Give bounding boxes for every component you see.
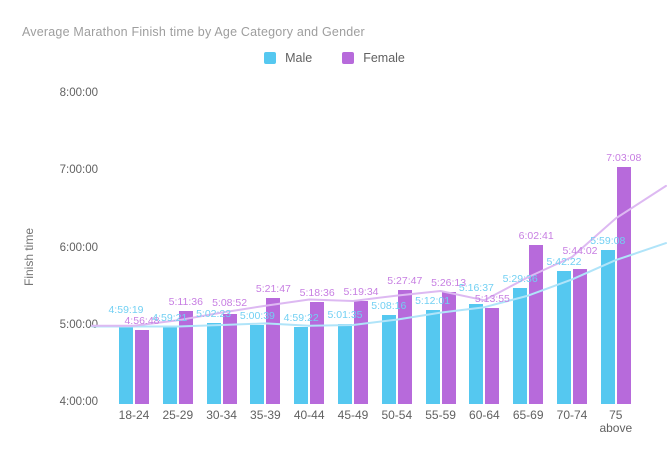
legend-item-female[interactable]: Female (342, 51, 405, 65)
bar-male-25-29[interactable] (162, 326, 177, 404)
bar-male-50-54[interactable] (381, 315, 396, 404)
x-tick-label: 65-69 (512, 408, 544, 422)
value-label-male-70-74: 5:42:22 (546, 256, 582, 269)
x-tick-label: 30-34 (206, 408, 237, 422)
y-tick-label: 4:00:00 (59, 396, 98, 408)
bar-male-40-44[interactable] (294, 326, 309, 404)
bar-male-60-64[interactable] (469, 304, 484, 404)
y-tick-label: 6:00:00 (59, 241, 98, 254)
y-tick-label: 5:00:00 (59, 318, 98, 331)
value-label-male-55-59: 5:12:01 (415, 295, 451, 308)
bar-male-65-69[interactable] (513, 287, 528, 404)
legend-label-female: Female (363, 51, 405, 65)
value-label-female-65-69: 6:02:41 (518, 230, 554, 243)
chart-legend: Male Female (0, 50, 669, 66)
bar-male-75-above[interactable] (600, 249, 615, 404)
value-label-female-60-64: 5:13:55 (474, 292, 510, 305)
x-tick-label: 25-29 (162, 408, 194, 422)
bar-female-55-59[interactable] (441, 291, 456, 404)
bar-male-55-59[interactable] (425, 310, 440, 404)
x-tick-label: 45-49 (337, 408, 369, 422)
value-label-female-30-34: 5:08:52 (212, 296, 248, 309)
bar-male-18-24[interactable] (119, 326, 133, 404)
value-label-male-75-above: 5:59:08 (590, 234, 626, 247)
y-tick-label: 7:00:00 (59, 164, 98, 177)
bar-male-70-74[interactable] (557, 271, 571, 404)
bar-female-30-34[interactable] (222, 314, 237, 404)
value-label-male-65-69: 5:29:36 (502, 272, 538, 285)
male-series-swatch (264, 52, 277, 64)
value-label-female-45-49: 5:19:34 (343, 285, 379, 298)
x-tick-label: 35-39 (250, 408, 281, 422)
bar-male-30-34[interactable] (206, 322, 221, 404)
x-tick-label: 70-74 (556, 408, 588, 422)
legend-item-male[interactable]: Male (264, 51, 312, 65)
bar-female-60-64[interactable] (485, 307, 500, 404)
value-label-female-70-74: 5:44:02 (562, 245, 598, 258)
x-tick-label: 60-64 (469, 408, 500, 422)
x-tick-label: 75 above (599, 408, 633, 435)
y-tick-label: 8:00:00 (59, 87, 98, 99)
bar-female-25-29[interactable] (178, 310, 193, 404)
bar-male-45-49[interactable] (338, 323, 352, 404)
chart-title: Average Marathon Finish time by Age Cate… (22, 25, 365, 39)
bar-female-65-69[interactable] (529, 245, 544, 404)
value-label-female-75-above: 7:03:08 (606, 152, 642, 165)
bar-female-18-24[interactable] (135, 329, 149, 404)
bar-male-35-39[interactable] (250, 324, 265, 404)
x-tick-label: 55-59 (425, 408, 456, 422)
bar-female-75-above[interactable] (616, 167, 631, 404)
x-tick-label: 18-24 (118, 408, 150, 422)
bar-female-70-74[interactable] (573, 269, 587, 404)
x-tick-label: 40-44 (293, 408, 325, 422)
legend-label-male: Male (285, 51, 313, 65)
female-series-swatch (342, 52, 355, 64)
x-tick-label: 50-54 (381, 408, 413, 422)
